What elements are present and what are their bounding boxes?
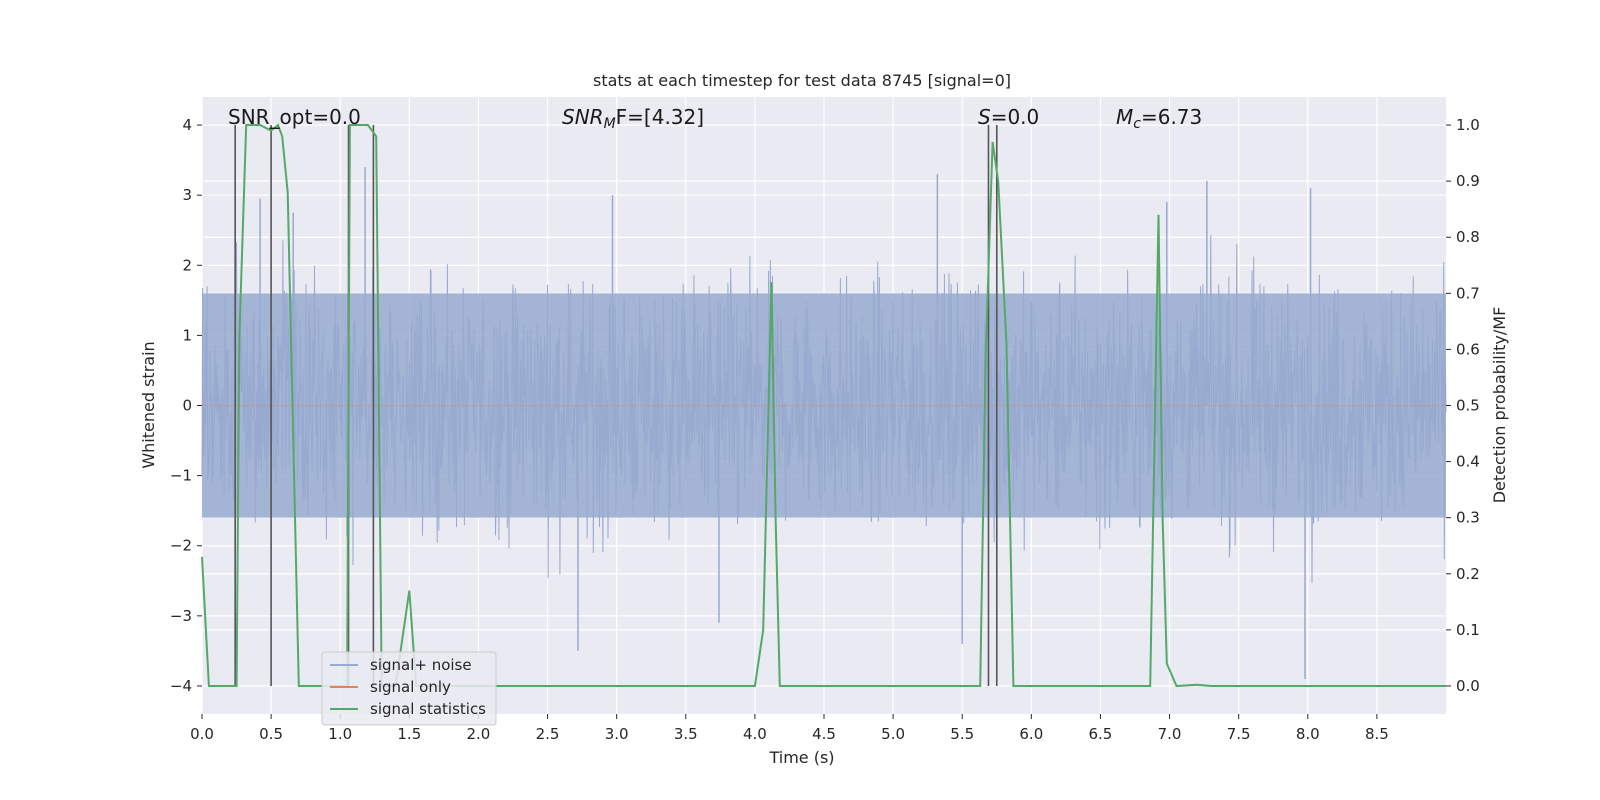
y-tick-label-right: 0.0 (1456, 677, 1480, 695)
s-suffix: =0.0 (991, 105, 1040, 129)
legend-box (321, 651, 497, 726)
y-tick-label-left: 4 (182, 116, 192, 134)
y-tick-label-right: 0.6 (1456, 340, 1480, 358)
x-tick-label: 8.5 (1365, 725, 1389, 743)
y-tick-label-right: 0.5 (1456, 397, 1480, 415)
mc-prefix: M (1116, 105, 1133, 129)
y-axis-label-left: Whitened strain (139, 341, 158, 468)
x-tick-label: 6.5 (1089, 725, 1113, 743)
y-axis-label-right: Detection probability/MF (1490, 307, 1509, 504)
x-tick-label: 0.5 (259, 725, 283, 743)
y-tick-label-right: 0.1 (1456, 621, 1480, 639)
annotation-s: S=0.0 (978, 105, 1039, 129)
snr-mf-prefix: SNR (562, 105, 604, 129)
x-tick-label: 6.0 (1019, 725, 1043, 743)
legend-label-signal: signal only (370, 678, 451, 696)
mc-sub: c (1133, 116, 1141, 132)
y-tick-label-left: −3 (170, 607, 192, 625)
mc-suffix: =6.73 (1141, 105, 1202, 129)
y-tick-label-right: 1.0 (1456, 116, 1480, 134)
s-prefix: S (978, 105, 991, 129)
y-tick-label-left: 2 (182, 256, 192, 274)
annotation-snr-opt: SNR_opt=0.0 (228, 105, 361, 129)
x-tick-label: 5.0 (881, 725, 905, 743)
y-tick-label-right: 0.8 (1456, 228, 1480, 246)
chart-title: stats at each timestep for test data 874… (593, 71, 1011, 90)
y-tick-label-right: 0.7 (1456, 284, 1480, 302)
x-tick-label: 2.5 (536, 725, 560, 743)
legend-label-statistics: signal statistics (370, 700, 486, 718)
annotation-snr-mf: SNRMF=[4.32] (562, 105, 704, 132)
y-tick-label-left: −1 (170, 467, 192, 485)
x-tick-label: 1.5 (397, 725, 421, 743)
y-tick-label-left: 3 (182, 186, 192, 204)
snr-mf-suffix: F=[4.32] (616, 105, 704, 129)
noise-series (201, 167, 1447, 679)
noise-line (201, 235, 1447, 584)
x-tick-label: 0.0 (190, 725, 214, 743)
x-tick-label: 2.0 (467, 725, 491, 743)
x-tick-label: 5.5 (950, 725, 974, 743)
y-tick-label-left: 0 (182, 397, 192, 415)
statistics-series (201, 123, 1446, 688)
y-tick-label-right: 0.4 (1456, 453, 1480, 471)
x-tick-label: 1.0 (328, 725, 352, 743)
annotation-mc: Mc=6.73 (1116, 105, 1202, 132)
x-tick-label: 4.0 (743, 725, 767, 743)
y-tick-label-left: 1 (182, 326, 192, 344)
x-tick-label: 4.5 (812, 725, 836, 743)
x-tick-label: 7.5 (1227, 725, 1251, 743)
ticks: 0.0 0.5 1.0 1.5 2.0 2.5 3.0 3.5 4.0 4.5 5.0 5.5 6.0 6… (170, 116, 1480, 743)
x-tick-label: 3.5 (674, 725, 698, 743)
y-tick-label-left: −2 (170, 537, 192, 555)
x-axis-label: Time (s) (768, 748, 834, 767)
legend-label-noise: signal+ noise (370, 656, 472, 674)
x-tick-label: 8.0 (1296, 725, 1320, 743)
x-tick-label: 3.0 (605, 725, 629, 743)
statistics-line (201, 123, 1446, 688)
y-tick-label-right: 0.9 (1456, 172, 1480, 190)
legend: signal+ noise signal only signal statist… (321, 651, 497, 726)
y-tick-label-left: −4 (170, 677, 192, 695)
y-tick-label-right: 0.2 (1456, 565, 1480, 583)
x-tick-label: 7.0 (1158, 725, 1182, 743)
y-tick-label-right: 0.3 (1456, 509, 1480, 527)
snr-mf-sub: M (604, 116, 616, 132)
